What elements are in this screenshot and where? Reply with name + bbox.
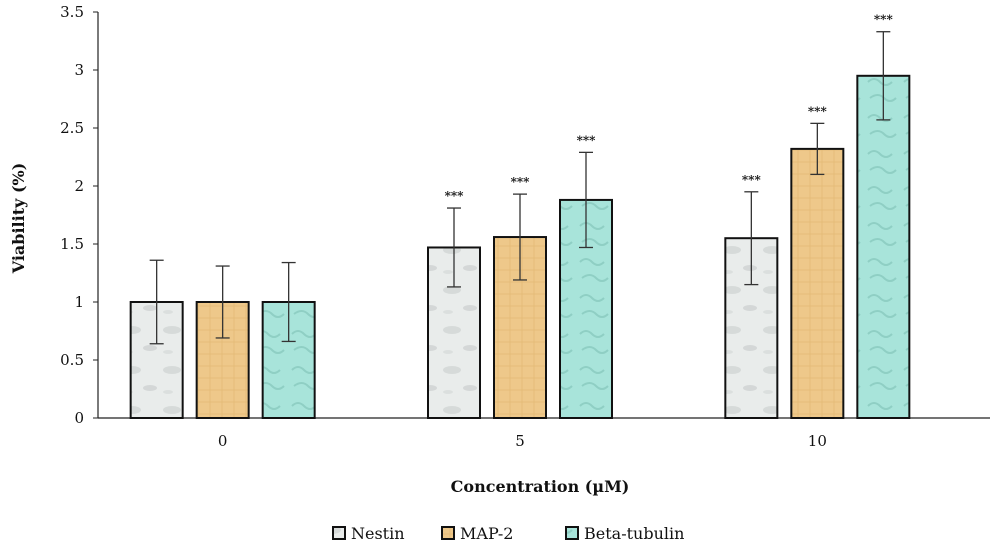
error-bars — [149, 31, 891, 345]
significance-label: *** — [808, 104, 828, 118]
bar-beta-tubulin-0 — [261, 301, 316, 419]
significance-label: *** — [511, 175, 531, 189]
y-tick-label: 2 — [74, 177, 84, 195]
y-tick-label: 3.5 — [60, 3, 84, 21]
significance-label: *** — [742, 173, 762, 187]
legend-swatch — [441, 526, 455, 540]
bar-map-2-10 — [790, 147, 845, 419]
error-bar — [281, 261, 296, 343]
significance-labels: *** *** *** *** *** *** — [445, 13, 894, 203]
legend: Nestin MAP-2 Beta-tubulin — [332, 524, 684, 543]
y-tick-label: 3 — [74, 61, 84, 79]
error-bar — [810, 122, 825, 176]
legend-item-map-2: MAP-2 — [441, 524, 513, 543]
y-tick-label: 1.5 — [60, 235, 84, 253]
legend-label: Nestin — [351, 524, 405, 543]
y-tick-label: 2.5 — [60, 119, 84, 137]
legend-swatch — [332, 526, 346, 540]
y-tick-label: 0.5 — [60, 351, 84, 369]
x-tick-label: 0 — [218, 432, 228, 450]
error-bar — [579, 151, 593, 249]
error-bar — [876, 31, 891, 121]
y-tick-label: 1 — [74, 293, 84, 311]
x-tick-label: 5 — [515, 432, 525, 450]
significance-label: *** — [577, 133, 597, 147]
x-ticks: 0 5 10 — [218, 432, 827, 450]
y-tick-label: 0 — [74, 409, 84, 427]
x-tick-label: 10 — [808, 432, 827, 450]
legend-label: Beta-tubulin — [584, 524, 684, 543]
legend-swatch — [565, 526, 579, 540]
error-bar — [447, 207, 461, 288]
error-bar — [215, 265, 230, 339]
significance-label: *** — [445, 189, 465, 203]
error-bar — [513, 193, 527, 281]
legend-label: MAP-2 — [460, 524, 513, 543]
error-bar — [744, 191, 759, 286]
significance-label: *** — [874, 13, 894, 27]
y-ticks: 0 0.5 1 1.5 2 2.5 3 3.5 — [60, 3, 98, 427]
legend-item-nestin: Nestin — [332, 524, 405, 543]
x-axis-title: Concentration (µM) — [451, 477, 630, 496]
error-bar — [149, 259, 164, 345]
bar-beta-tubulin-10 — [856, 74, 911, 420]
legend-item-beta-tubulin: Beta-tubulin — [565, 524, 684, 543]
y-axis-title: Viability (%) — [9, 163, 28, 275]
